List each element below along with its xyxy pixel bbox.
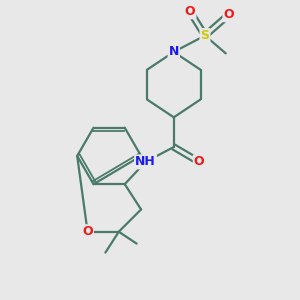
Text: O: O (82, 225, 93, 238)
Text: O: O (185, 5, 195, 18)
Text: S: S (200, 29, 209, 42)
Text: O: O (194, 155, 204, 168)
Text: N: N (169, 45, 179, 58)
Text: NH: NH (135, 155, 156, 168)
Text: O: O (224, 8, 234, 21)
